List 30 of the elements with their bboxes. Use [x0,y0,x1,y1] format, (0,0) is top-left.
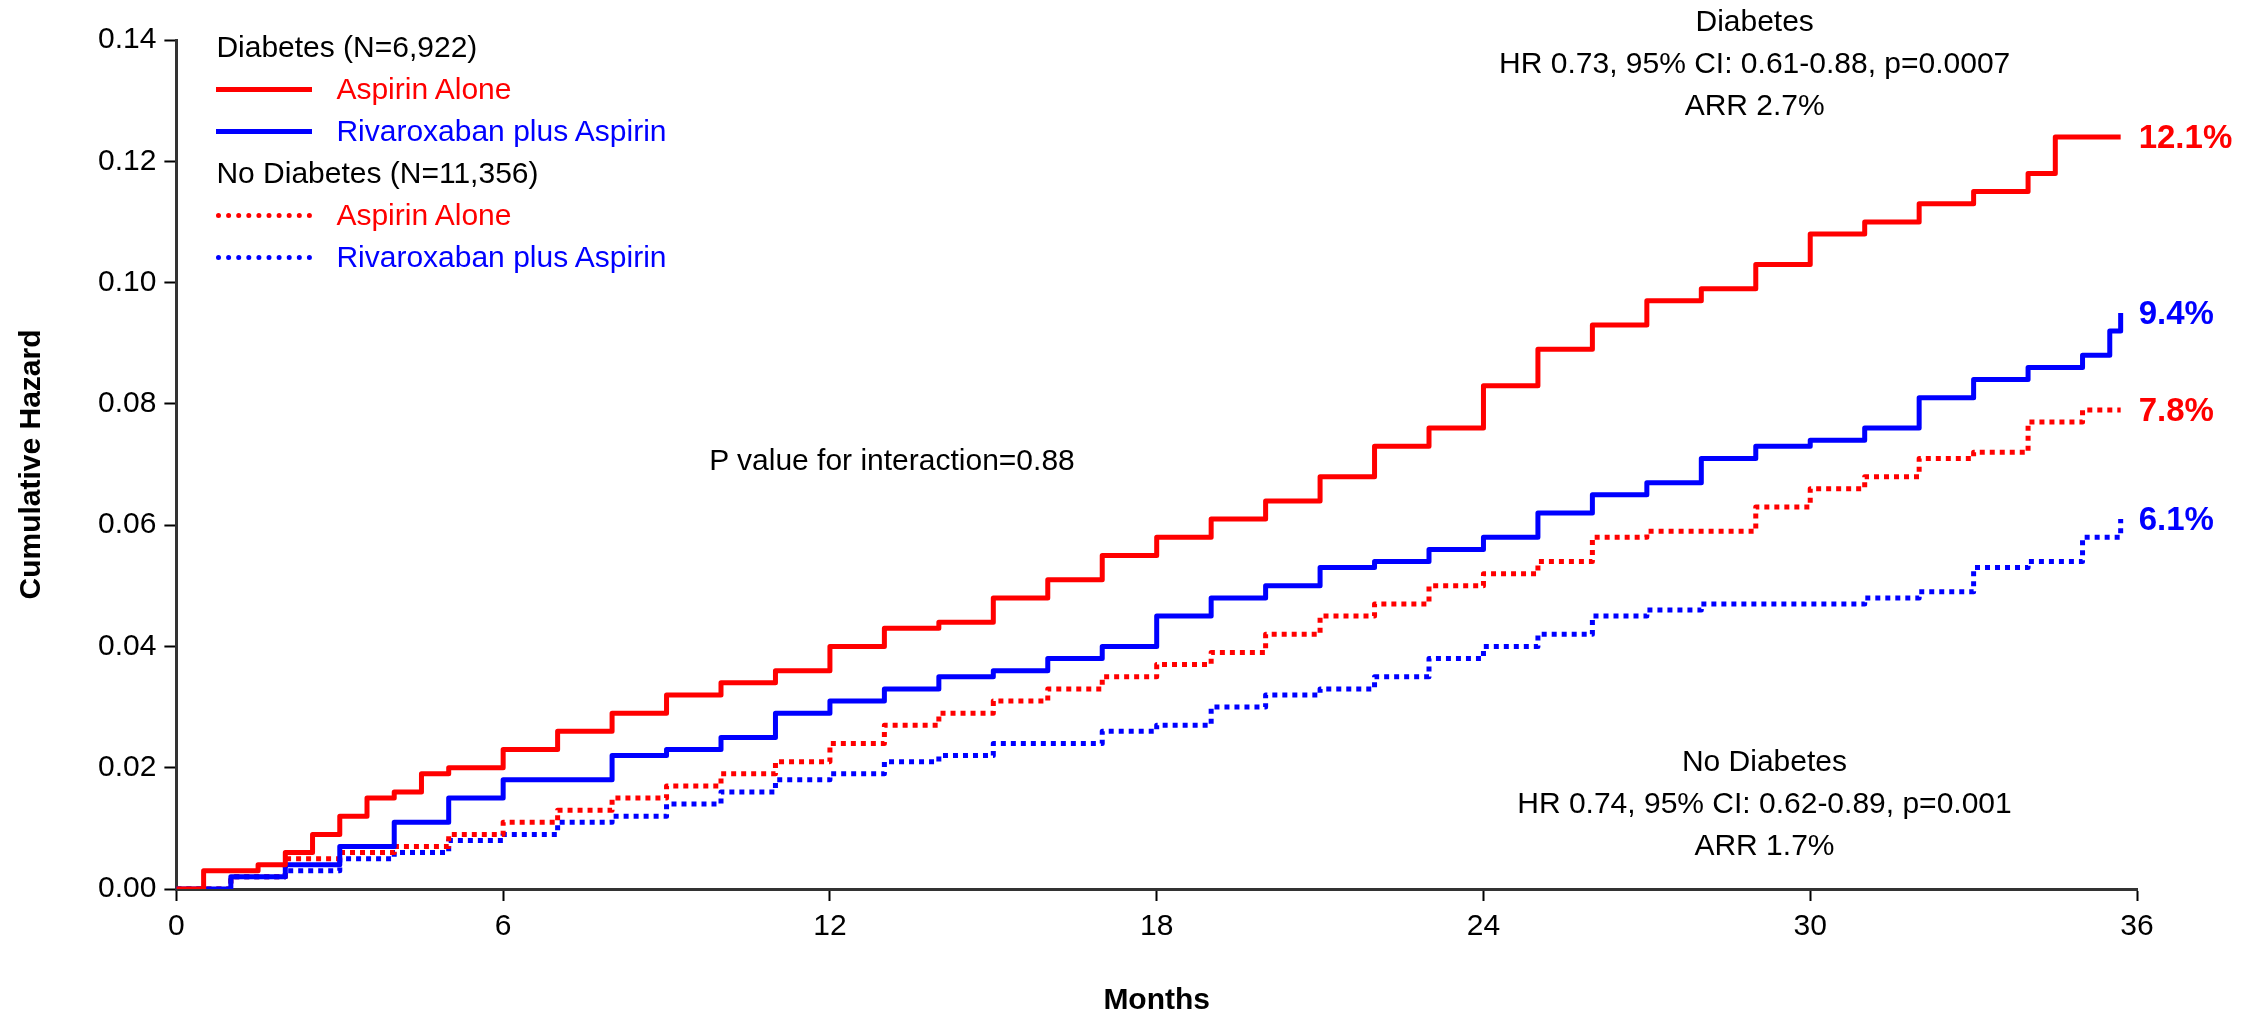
x-tick-label: 6 [494,908,512,942]
y-tick-label: 0.12 [98,142,157,176]
text: 7.8% [2138,390,2214,428]
x-tick-label: 12 [813,908,847,942]
y-axis-title: Cumulative Hazard [13,329,47,600]
y-tick-label: 0.14 [98,21,157,55]
annotation: P value for interaction=0.88 [709,442,1075,478]
x-tick-label: 18 [1140,908,1174,942]
legend-label: Rivaroxaban plus Aspirin [336,113,667,149]
y-tick-label: 0.10 [98,263,157,297]
y-tick-label: 0.04 [98,627,157,661]
y-tick-label: 0.02 [98,748,157,782]
annotation: No Diabetes HR 0.74, 95% CI: 0.62-0.89, p=0.001 ARR 1.7% [1517,743,2012,864]
y-tick-label: 0.00 [98,870,157,904]
x-tick-label: 30 [1793,908,1827,942]
x-tick-label: 36 [2120,908,2154,942]
annotation: Diabetes HR 0.73, 95% CI: 0.61-0.88, p=0.0007 ARR 2.7% [1499,3,2011,123]
text: 9.4% [2138,293,2214,331]
x-tick-label: 0 [168,908,185,942]
text: 6.1% [2138,500,2214,538]
text: 12.1% [2138,118,2233,156]
legend-label: Rivaroxaban plus Aspirin [336,239,667,275]
y-tick-label: 0.06 [98,506,157,540]
legend-label: Aspirin Alone [336,197,512,233]
annotation: No Diabetes (N=11,356) [216,155,540,191]
x-axis-title: Months [1103,982,1211,1016]
y-tick-label: 0.08 [98,385,157,419]
legend-label: Aspirin Alone [336,71,512,107]
annotation: Diabetes (N=6,922) [216,29,479,65]
x-tick-label: 24 [1466,908,1501,942]
